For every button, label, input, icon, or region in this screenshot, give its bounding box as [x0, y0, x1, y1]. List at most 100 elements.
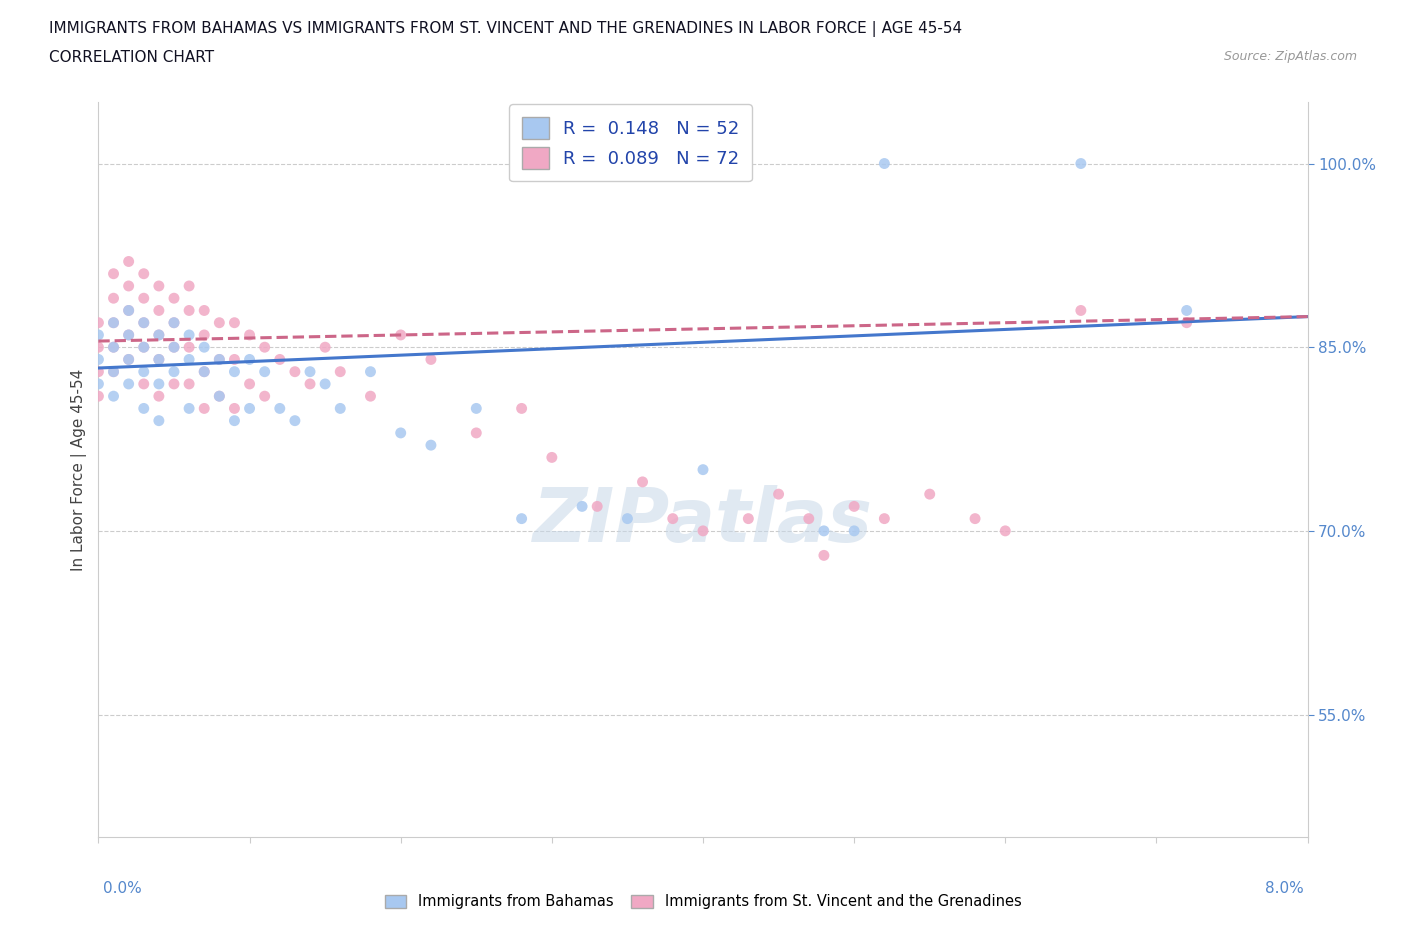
Point: [148, 389, 170, 404]
Point: [118, 352, 141, 367]
Point: [193, 365, 215, 379]
Point: [692, 462, 714, 477]
Point: [1070, 303, 1092, 318]
Point: [360, 365, 382, 379]
Point: [103, 266, 125, 281]
Point: [813, 524, 835, 538]
Point: [239, 352, 262, 367]
Point: [118, 303, 141, 318]
Point: [314, 339, 336, 354]
Point: [87, 315, 110, 330]
Point: [239, 327, 262, 342]
Point: [193, 365, 215, 379]
Point: [132, 401, 155, 416]
Point: [118, 254, 141, 269]
Point: [118, 303, 141, 318]
Point: [179, 279, 201, 294]
Point: [179, 401, 201, 416]
Point: [269, 352, 291, 367]
Point: [163, 339, 186, 354]
Point: [179, 327, 201, 342]
Text: ZIPatlas: ZIPatlas: [533, 485, 873, 558]
Point: [239, 377, 262, 392]
Point: [329, 401, 352, 416]
Point: [1175, 303, 1198, 318]
Point: [586, 499, 609, 514]
Point: [163, 365, 186, 379]
Point: [87, 327, 110, 342]
Point: [103, 339, 125, 354]
Point: [87, 339, 110, 354]
Point: [179, 339, 201, 354]
Point: [148, 327, 170, 342]
Point: [132, 365, 155, 379]
Point: [224, 401, 246, 416]
Point: [179, 303, 201, 318]
Point: [148, 377, 170, 392]
Point: [132, 377, 155, 392]
Point: [299, 377, 322, 392]
Point: [360, 389, 382, 404]
Point: [616, 512, 638, 526]
Point: [163, 291, 186, 306]
Point: [193, 303, 215, 318]
Point: [103, 339, 125, 354]
Point: [179, 377, 201, 392]
Point: [87, 352, 110, 367]
Text: 8.0%: 8.0%: [1264, 881, 1303, 896]
Point: [329, 365, 352, 379]
Point: [148, 413, 170, 428]
Text: IMMIGRANTS FROM BAHAMAS VS IMMIGRANTS FROM ST. VINCENT AND THE GRENADINES IN LAB: IMMIGRANTS FROM BAHAMAS VS IMMIGRANTS FR…: [49, 21, 962, 37]
Point: [103, 291, 125, 306]
Point: [224, 413, 246, 428]
Point: [389, 327, 412, 342]
Point: [540, 450, 562, 465]
Point: [87, 377, 110, 392]
Point: [813, 548, 835, 563]
Point: [148, 303, 170, 318]
Point: [148, 352, 170, 367]
Point: [253, 365, 276, 379]
Point: [148, 352, 170, 367]
Point: [208, 352, 231, 367]
Text: CORRELATION CHART: CORRELATION CHART: [49, 50, 214, 65]
Point: [631, 474, 654, 489]
Point: [465, 401, 488, 416]
Point: [224, 352, 246, 367]
Point: [148, 327, 170, 342]
Point: [797, 512, 820, 526]
Point: [118, 352, 141, 367]
Text: 0.0%: 0.0%: [103, 881, 142, 896]
Point: [253, 339, 276, 354]
Point: [132, 291, 155, 306]
Point: [87, 365, 110, 379]
Point: [163, 315, 186, 330]
Point: [420, 438, 443, 453]
Legend: R =  0.148   N = 52, R =  0.089   N = 72: R = 0.148 N = 52, R = 0.089 N = 72: [509, 104, 752, 181]
Point: [103, 315, 125, 330]
Point: [103, 365, 125, 379]
Point: [163, 315, 186, 330]
Point: [163, 377, 186, 392]
Point: [87, 389, 110, 404]
Point: [163, 339, 186, 354]
Point: [284, 365, 307, 379]
Y-axis label: In Labor Force | Age 45-54: In Labor Force | Age 45-54: [72, 368, 87, 571]
Point: [208, 352, 231, 367]
Point: [873, 156, 896, 171]
Point: [510, 401, 533, 416]
Point: [132, 315, 155, 330]
Point: [132, 266, 155, 281]
Point: [103, 389, 125, 404]
Point: [299, 365, 322, 379]
Point: [844, 499, 866, 514]
Point: [132, 315, 155, 330]
Point: [103, 365, 125, 379]
Point: [208, 389, 231, 404]
Point: [132, 339, 155, 354]
Point: [239, 401, 262, 416]
Point: [208, 315, 231, 330]
Point: [465, 425, 488, 440]
Point: [224, 315, 246, 330]
Point: [269, 401, 291, 416]
